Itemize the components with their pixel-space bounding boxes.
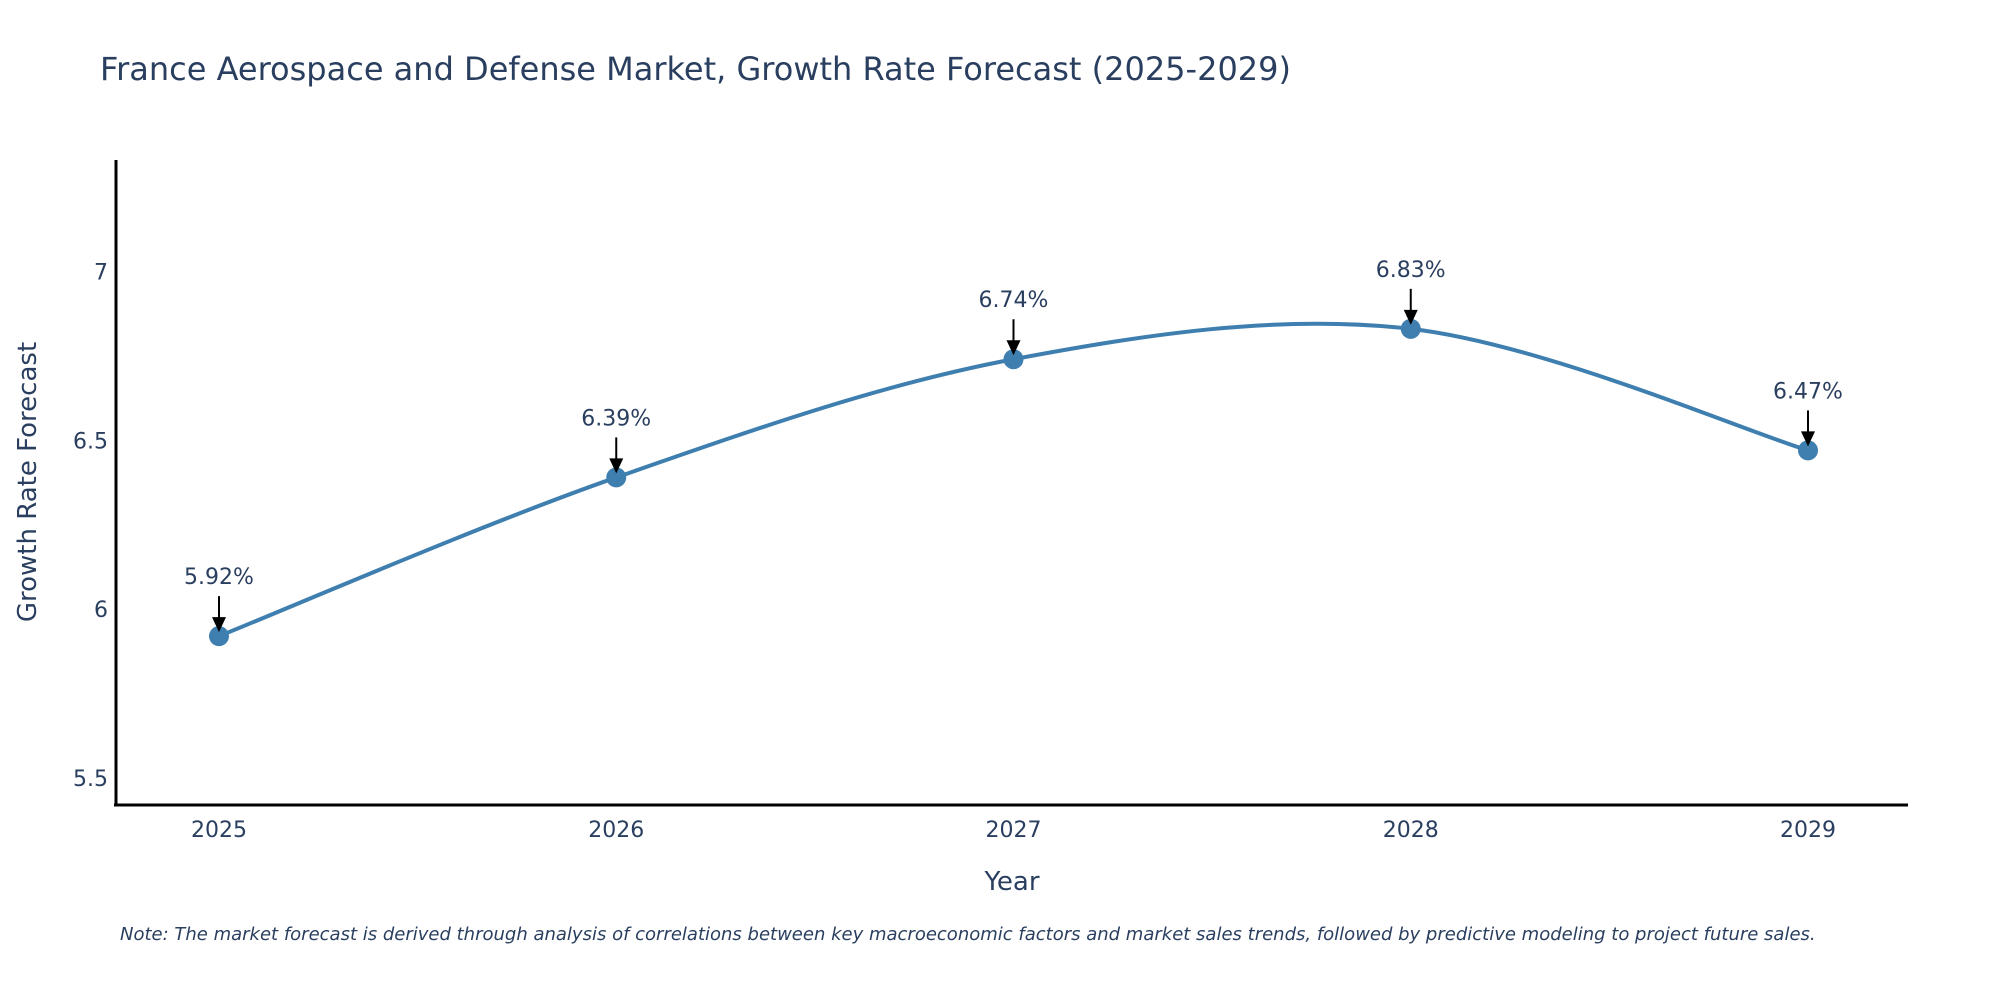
data-point-2025 bbox=[209, 626, 229, 647]
y-tick-label: 5.5 bbox=[73, 767, 108, 792]
y-tick-label: 7 bbox=[94, 260, 108, 285]
x-tick-label: 2028 bbox=[1383, 818, 1439, 843]
y-tick-label: 6.5 bbox=[73, 429, 108, 454]
x-tick-label: 2027 bbox=[986, 818, 1042, 843]
data-label-2028: 6.83% bbox=[1376, 258, 1446, 283]
annotation-arrow-head bbox=[1403, 309, 1418, 325]
data-label-2029: 6.47% bbox=[1773, 379, 1843, 404]
data-label-2026: 6.39% bbox=[581, 406, 651, 431]
annotation-2025: 5.92% bbox=[184, 565, 254, 633]
data-annotations: 5.92% 6.39% 6.74% 6.83% 6.47% bbox=[184, 258, 1843, 633]
x-tick-label: 2029 bbox=[1780, 818, 1836, 843]
y-axis-ticks: 5.5 6 6.5 7 bbox=[73, 260, 108, 792]
x-axis-ticks: 2025 2026 2027 2028 2029 bbox=[191, 818, 1836, 843]
data-point-2026 bbox=[606, 467, 627, 488]
annotation-2028: 6.83% bbox=[1376, 258, 1446, 325]
annotation-2026: 6.39% bbox=[581, 406, 651, 474]
annotation-2027: 6.74% bbox=[979, 288, 1049, 356]
chart-title: France Aerospace and Defense Market, Gro… bbox=[100, 50, 1291, 88]
annotation-arrow-head bbox=[1006, 340, 1021, 356]
annotation-2029: 6.47% bbox=[1773, 379, 1843, 447]
axes bbox=[114, 160, 1908, 807]
data-label-2025: 5.92% bbox=[184, 565, 254, 590]
x-tick-label: 2025 bbox=[191, 818, 247, 843]
annotation-arrow-head bbox=[212, 617, 226, 633]
data-label-2027: 6.74% bbox=[979, 288, 1049, 313]
y-tick-label: 6 bbox=[94, 598, 108, 623]
data-point-2028 bbox=[1400, 318, 1421, 339]
x-axis-title: Year bbox=[983, 867, 1039, 897]
data-point-2029 bbox=[1798, 440, 1818, 461]
annotation-arrow-head bbox=[1801, 431, 1815, 447]
y-axis-title: Growth Rate Forecast bbox=[13, 342, 43, 622]
x-tick-label: 2026 bbox=[588, 818, 644, 843]
series-markers bbox=[209, 318, 1818, 647]
annotation-arrow-head bbox=[609, 458, 624, 474]
chart-note: Note: The market forecast is derived thr… bbox=[120, 924, 1816, 945]
data-point-2027 bbox=[1003, 349, 1024, 370]
series-line bbox=[217, 321, 1810, 639]
